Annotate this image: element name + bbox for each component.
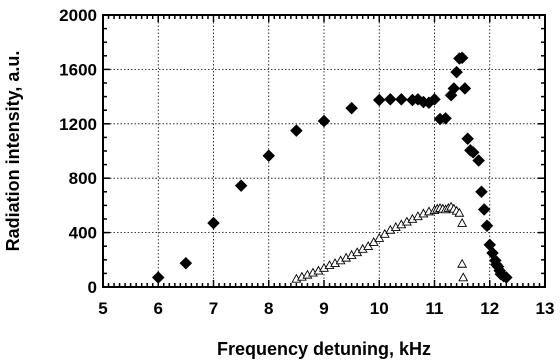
- diamond-point: [345, 101, 358, 115]
- x-tick-label: 12: [480, 299, 499, 318]
- diamond-point: [450, 65, 463, 79]
- x-tick-label: 10: [370, 299, 389, 318]
- y-tick-label: 400: [69, 224, 97, 243]
- plot-frame: [102, 14, 546, 288]
- y-tick-label: 1600: [59, 60, 97, 79]
- y-tick-label: 0: [88, 278, 97, 297]
- diamond-point: [290, 124, 303, 137]
- diamond-point: [447, 82, 461, 95]
- diamond-point: [475, 185, 488, 199]
- y-axis-tick-labels: 0 400 800 1200 1600 2000: [59, 6, 97, 297]
- diamond-point: [477, 203, 491, 216]
- x-tick-label: 5: [98, 299, 107, 318]
- diamond-point: [461, 132, 475, 146]
- triangle-point: [457, 217, 468, 227]
- diamond-point: [499, 271, 513, 284]
- diamond-point: [383, 92, 397, 106]
- diamond-point: [480, 219, 494, 233]
- x-tick-label: 11: [426, 299, 444, 318]
- x-axis-label: Frequency detuning, kHz: [217, 339, 431, 359]
- diamond-point: [455, 51, 469, 65]
- triangle-point: [458, 272, 469, 282]
- diamond-point: [466, 146, 480, 159]
- y-axis-label: Radiation intensity, a.u.: [3, 51, 23, 252]
- x-tick-label: 7: [209, 299, 218, 318]
- diamond-point: [428, 92, 441, 106]
- diamond-point: [372, 93, 386, 107]
- grid-lines: [103, 15, 545, 287]
- diamond-point: [439, 112, 452, 125]
- diamond-point: [179, 256, 193, 270]
- diamond-point: [472, 154, 486, 167]
- x-axis-tick-labels: 5 6 7 8 9 10 11 12 13: [98, 299, 554, 318]
- y-tick-label: 800: [69, 169, 97, 188]
- x-tick-label: 9: [319, 299, 328, 318]
- triangle-point: [454, 207, 465, 217]
- diamond-point: [317, 114, 331, 128]
- data-markers: [151, 51, 513, 284]
- diamond-point: [151, 271, 165, 284]
- y-tick-label: 2000: [59, 6, 97, 25]
- y-tick-label: 1200: [59, 115, 97, 134]
- triangle-point: [457, 258, 468, 268]
- x-tick-label: 6: [154, 299, 163, 318]
- diamond-point: [458, 82, 472, 95]
- diamond-point: [207, 216, 220, 230]
- x-tick-label: 8: [264, 299, 273, 318]
- diamond-point: [394, 92, 408, 106]
- diamond-point: [262, 149, 276, 163]
- diamond-point: [234, 179, 248, 193]
- x-tick-label: 13: [536, 299, 555, 318]
